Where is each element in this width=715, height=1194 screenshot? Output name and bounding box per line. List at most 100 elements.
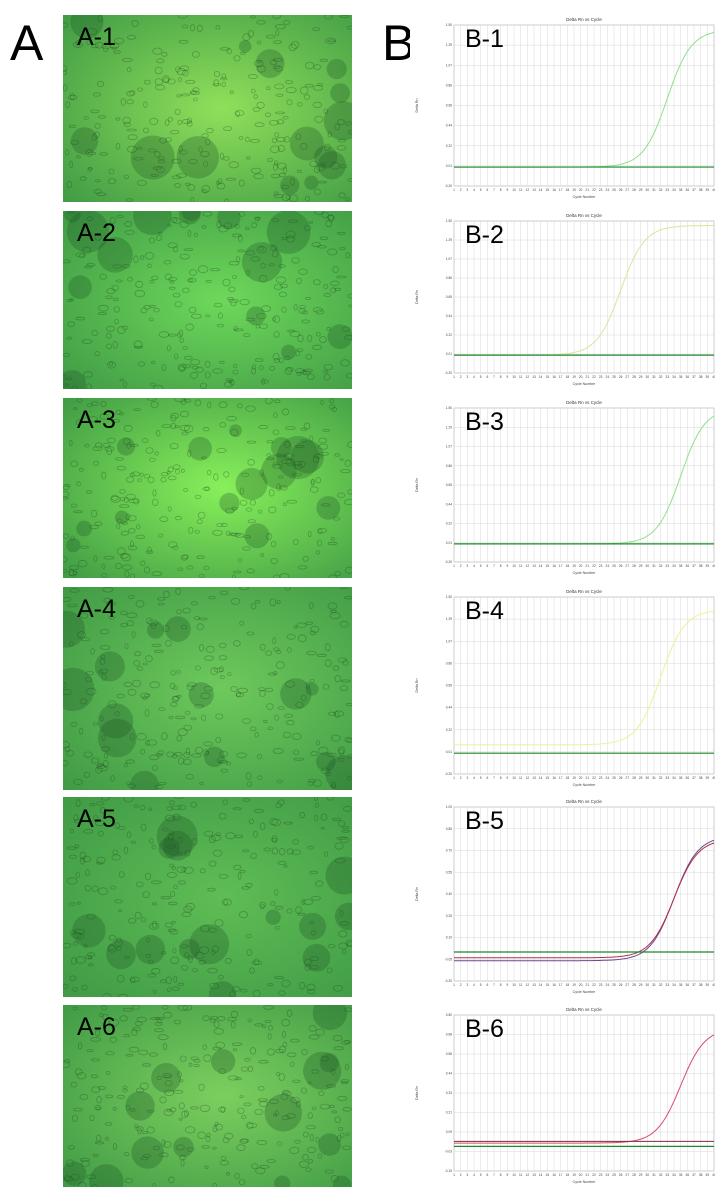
cell [179, 1055, 187, 1062]
cell [106, 288, 116, 295]
cell [347, 489, 352, 495]
cell [147, 476, 155, 484]
cell [345, 939, 352, 947]
cell [63, 556, 68, 563]
cell [218, 642, 227, 649]
cell [193, 1064, 200, 1068]
cell [313, 64, 322, 70]
cell [219, 1160, 230, 1166]
cell [273, 40, 282, 45]
cell [127, 515, 137, 522]
cell [114, 37, 125, 44]
cell [133, 340, 143, 349]
x-tick-label: 6 [486, 375, 488, 379]
x-tick-label: 39 [706, 1173, 710, 1177]
x-tick-label: 7 [493, 983, 495, 987]
cell [190, 717, 197, 721]
cell [102, 993, 112, 997]
cell [104, 446, 115, 452]
cell [145, 655, 153, 663]
cell [184, 952, 189, 958]
cell [164, 814, 176, 822]
x-tick-label: 32 [659, 1173, 663, 1177]
micrograph-a4-image [63, 587, 352, 790]
cell [180, 1159, 185, 1167]
cell [224, 957, 232, 964]
cell [274, 976, 285, 980]
cell [218, 225, 229, 233]
cell [281, 236, 288, 240]
cell [112, 297, 119, 302]
cell [154, 66, 163, 75]
cell [146, 739, 158, 746]
cell [237, 687, 249, 694]
cell [248, 967, 255, 974]
cell [178, 804, 186, 811]
cell [314, 115, 324, 123]
cell [197, 265, 209, 274]
cell [132, 1026, 141, 1032]
cell [241, 886, 250, 890]
cell [101, 734, 106, 741]
cell [265, 650, 273, 656]
cell [315, 1136, 320, 1143]
cell [174, 425, 180, 429]
cell [330, 1068, 336, 1076]
chart-title: Delta Rn vs Cycle [566, 213, 602, 218]
cell [159, 516, 169, 523]
cell-cluster [323, 101, 352, 141]
cell [133, 660, 141, 667]
cell [301, 310, 308, 315]
cell [187, 450, 192, 458]
cell-cluster [246, 306, 266, 326]
cell [199, 946, 210, 955]
cell [122, 1085, 128, 1090]
cell [254, 1109, 264, 1115]
cell [334, 571, 342, 577]
cell [309, 160, 318, 167]
x-tick-label: 36 [686, 1173, 690, 1177]
cell [323, 15, 333, 20]
cell [268, 672, 277, 676]
cell [274, 925, 281, 930]
x-tick-label: 38 [699, 1173, 703, 1177]
y-tick-label: 0.70 [446, 849, 452, 853]
cell [63, 596, 72, 602]
cell [254, 600, 261, 604]
cell [245, 772, 252, 780]
y-tick-label: 0.65 [446, 483, 452, 487]
x-tick-label: 40 [712, 776, 715, 780]
cell [226, 415, 237, 422]
cell [272, 352, 280, 361]
cell [102, 1013, 109, 1021]
cell [328, 404, 336, 410]
cell [340, 679, 351, 683]
cell-cluster [289, 126, 324, 161]
x-tick-label: 28 [632, 564, 636, 568]
cell [205, 279, 212, 283]
cell [154, 150, 161, 158]
cell-cluster [173, 1136, 194, 1158]
cell [269, 598, 277, 607]
cell [246, 949, 253, 956]
cell-cluster [63, 1161, 87, 1186]
cell [162, 624, 170, 633]
cell-cluster [165, 616, 191, 642]
cell [116, 975, 125, 983]
cell [275, 24, 286, 30]
x-tick-label: 22 [592, 564, 596, 568]
cell [257, 1086, 265, 1091]
cell [148, 1052, 159, 1057]
cell [277, 706, 285, 710]
cell [120, 622, 128, 628]
cell [146, 938, 151, 943]
cell [70, 503, 78, 508]
cell [249, 1047, 256, 1055]
cell [321, 212, 330, 219]
cell [160, 476, 167, 483]
cell [266, 453, 272, 457]
cell [135, 1126, 144, 1132]
cell [251, 88, 256, 94]
cell [282, 1041, 288, 1048]
